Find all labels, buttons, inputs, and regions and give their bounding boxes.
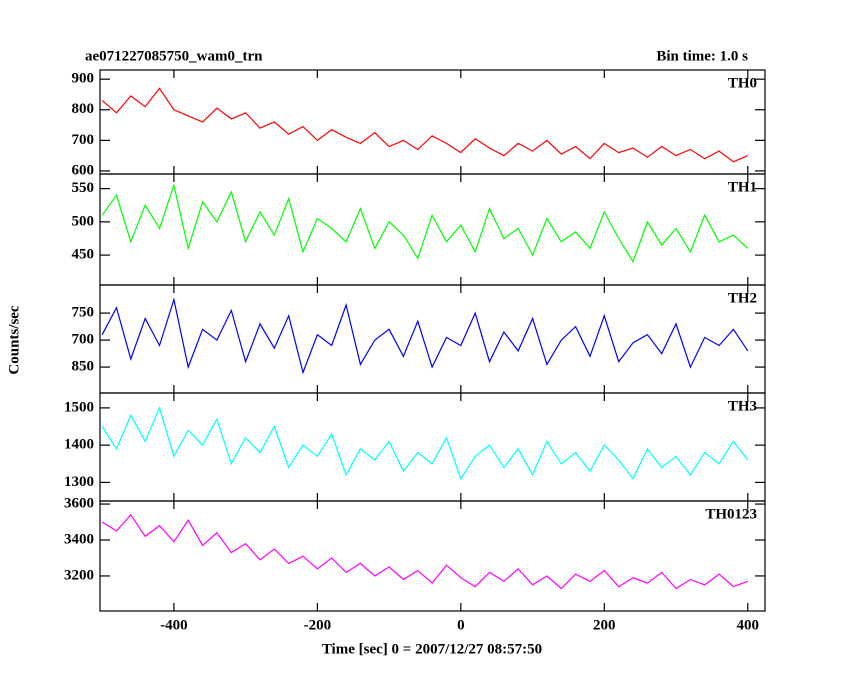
y-tick-label: 1400 <box>64 437 94 453</box>
series-label: TH3 <box>728 398 757 414</box>
x-tick-label: 0 <box>457 617 465 633</box>
y-tick-label: 1300 <box>64 474 94 490</box>
y-tick-label: 1500 <box>64 399 94 415</box>
chart-title: ae071227085750_wam0_trn <box>85 48 263 64</box>
light-curve <box>101 183 749 264</box>
x-tick-label: 400 <box>737 617 760 633</box>
y-tick-label: 450 <box>72 247 95 263</box>
series-label: TH0123 <box>705 506 757 522</box>
light-curve <box>101 513 749 590</box>
panel-frame <box>99 392 766 502</box>
y-tick-label: 850 <box>72 359 95 375</box>
x-tick-label: -400 <box>160 617 188 633</box>
panel-frame <box>99 69 766 175</box>
y-tick-label: 550 <box>72 180 95 196</box>
y-tick-label: 500 <box>72 213 95 229</box>
bin-time: Bin time: 1.0 s <box>656 48 748 64</box>
light-curve <box>101 406 749 481</box>
x-tick-label: 200 <box>593 617 616 633</box>
x-tick-label: -200 <box>304 617 332 633</box>
series-label: TH0 <box>728 75 757 91</box>
light-curve <box>101 297 749 375</box>
series-label: TH1 <box>728 179 757 195</box>
y-tick-label: 3600 <box>64 495 94 511</box>
y-axis-label: Counts/sec <box>6 305 22 375</box>
y-tick-label: 800 <box>72 101 95 117</box>
y-tick-label: 3400 <box>64 531 94 547</box>
y-tick-label: 700 <box>72 332 95 348</box>
y-tick-label: 900 <box>72 71 95 87</box>
light-curve <box>101 87 749 163</box>
panel-frame <box>99 173 766 286</box>
series-label: TH2 <box>728 290 757 306</box>
y-tick-label: 700 <box>72 132 95 148</box>
panel-frame <box>99 284 766 394</box>
y-tick-label: 750 <box>72 305 95 321</box>
y-tick-label: 600 <box>72 162 95 178</box>
y-tick-label: 3200 <box>64 567 94 583</box>
x-axis-label: Time [sec] 0 = 2007/12/27 08:57:50 <box>322 641 542 657</box>
panel-frame <box>99 500 766 612</box>
